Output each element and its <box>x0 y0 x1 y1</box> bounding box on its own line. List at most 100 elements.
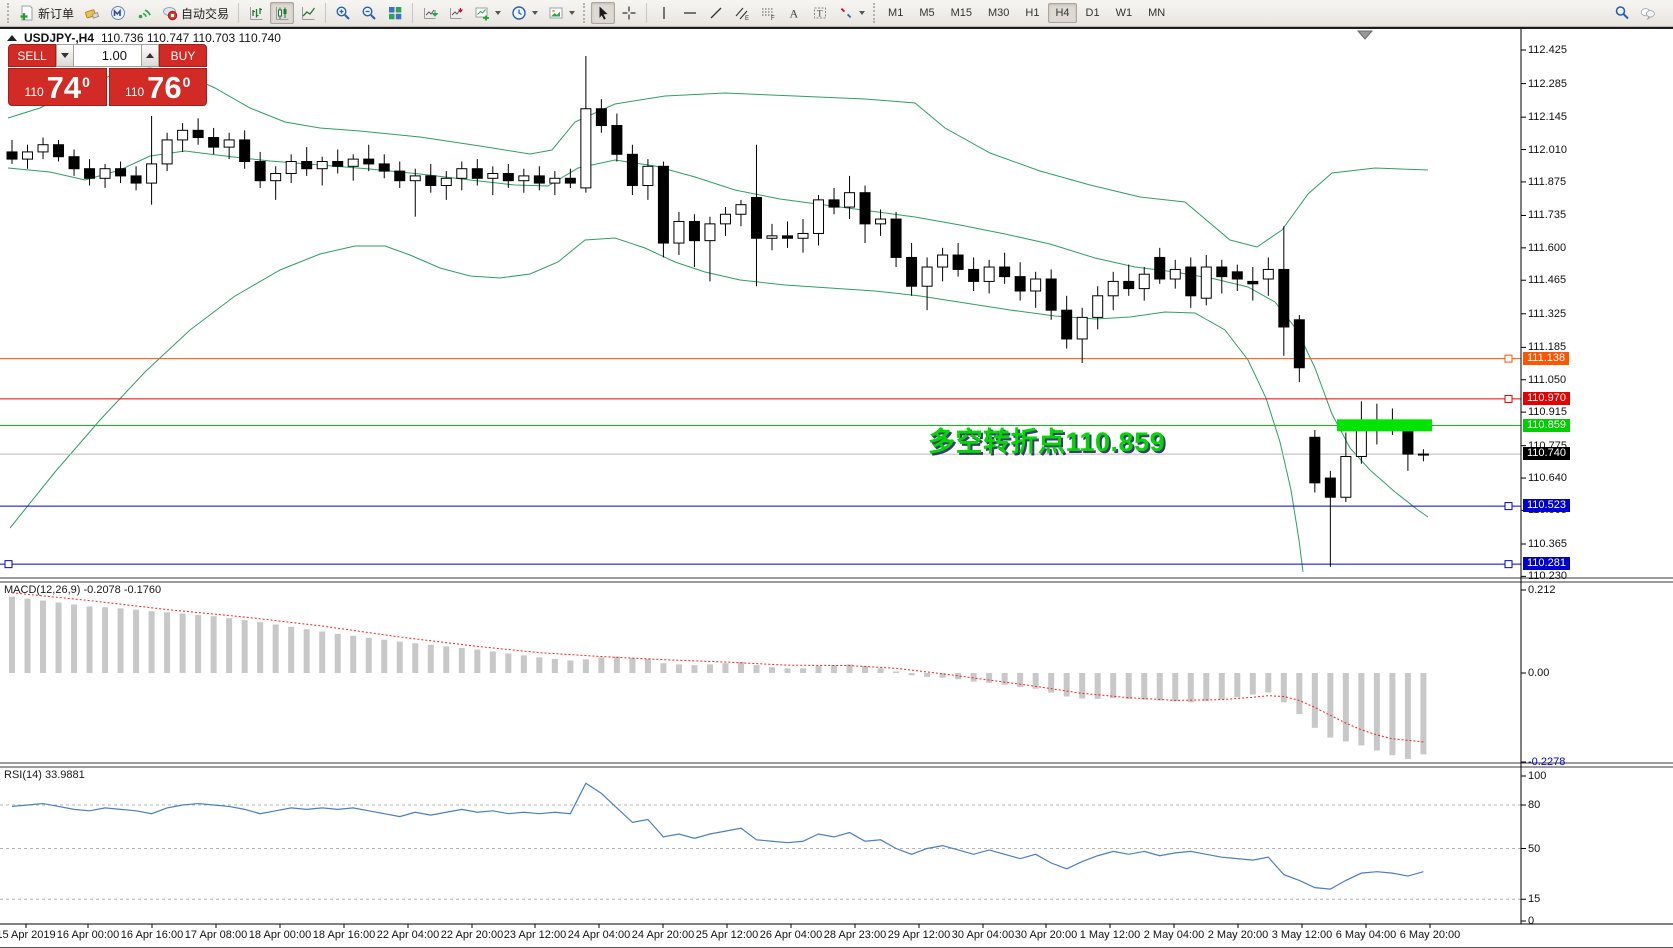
macd-histogram-bar <box>691 665 698 673</box>
price-tick-label: 111.325 <box>1528 307 1567 320</box>
zoom-out-button[interactable] <box>357 2 381 24</box>
sell-price-display[interactable]: 110 74 0 <box>8 68 107 106</box>
buy-price-display[interactable]: 110 76 0 <box>108 68 207 106</box>
crosshair-button[interactable] <box>617 2 641 24</box>
macd-histogram-bar <box>24 598 31 673</box>
candle-bear <box>999 266 1011 278</box>
macd-histogram-bar <box>893 671 900 673</box>
scroll-to-end-marker[interactable] <box>1356 30 1374 40</box>
candle-bull <box>99 168 111 179</box>
time-tick-label: 16 Apr 00:00 <box>56 929 120 941</box>
price-tick-label: 111.875 <box>1528 175 1567 188</box>
sell-button[interactable]: SELL <box>8 44 56 67</box>
timeframe-button-h4[interactable]: H4 <box>1048 3 1077 23</box>
candle-bull <box>1417 453 1429 456</box>
buy-button[interactable]: BUY <box>159 44 207 67</box>
candle-bull <box>347 158 359 167</box>
volume-decrease-button[interactable] <box>56 44 74 67</box>
candle-bear <box>890 218 902 258</box>
fibonacci-button[interactable]: F <box>756 2 780 24</box>
fibonacci-icon: F <box>762 8 775 21</box>
chart-shift-button[interactable] <box>444 2 468 24</box>
line-handle[interactable] <box>4 560 13 569</box>
arrows-button[interactable] <box>834 2 869 24</box>
candle-bear <box>1293 319 1305 369</box>
macd-histogram-bar <box>396 641 403 673</box>
macd-histogram-bar <box>412 643 419 673</box>
candle-bull <box>1076 316 1088 340</box>
candle-bear <box>1154 256 1166 280</box>
zoom-in-button[interactable] <box>331 2 355 24</box>
text-button[interactable]: A <box>782 2 806 24</box>
time-tick-label: 22 Apr 04:00 <box>376 929 440 941</box>
line-handle[interactable] <box>1504 354 1513 363</box>
line-handle[interactable] <box>1504 394 1513 403</box>
candle-bull <box>921 266 933 287</box>
candle-bear <box>130 175 142 184</box>
macd-histogram-bar <box>536 657 543 673</box>
trendline-button[interactable] <box>704 2 728 24</box>
search-button[interactable] <box>1610 2 1634 24</box>
line-handle[interactable] <box>1504 560 1513 569</box>
autotrading-button[interactable]: 自动交易 <box>158 2 233 24</box>
auto-scroll-button[interactable] <box>418 2 442 24</box>
collapse-panel-icon[interactable] <box>7 35 17 41</box>
candle-bear <box>1278 268 1290 328</box>
metaquotes-button[interactable] <box>106 2 130 24</box>
macd-histogram-bar <box>1017 673 1024 688</box>
candle-bear <box>859 192 871 225</box>
toolbar-grip[interactable] <box>873 3 877 23</box>
candle-bull <box>161 139 173 165</box>
svg-text:F: F <box>771 16 775 21</box>
timeframe-button-h1[interactable]: H1 <box>1025 7 1040 19</box>
macd-tick-label: 0.00 <box>1528 667 1550 679</box>
chevron-down-icon <box>495 11 502 15</box>
period-button[interactable] <box>507 2 542 24</box>
highlight-zone-rect[interactable] <box>1337 419 1432 432</box>
macd-histogram-bar <box>40 600 47 673</box>
candlestick-chart-button[interactable] <box>270 2 295 24</box>
vertical-line-button[interactable] <box>652 2 676 24</box>
new-order-button[interactable]: 新订单 <box>15 2 78 24</box>
toolbar-grip[interactable] <box>583 3 587 23</box>
toolbar-grip[interactable] <box>7 3 11 23</box>
line-chart-button[interactable] <box>296 2 320 24</box>
candle-bear <box>192 129 204 139</box>
macd-histogram-bar <box>1234 673 1241 698</box>
timeframe-button-m15[interactable]: M15 <box>950 7 972 19</box>
timeframe-button-m1[interactable]: M1 <box>888 7 904 19</box>
candle-bear <box>502 173 514 182</box>
volume-increase-button[interactable] <box>141 44 159 67</box>
new-chart-button[interactable] <box>470 2 505 24</box>
candle-bear <box>657 165 669 244</box>
macd-histogram-bar <box>1265 673 1272 693</box>
cursor-button[interactable] <box>591 2 616 24</box>
signals-button[interactable] <box>132 2 156 24</box>
macd-histogram-bar <box>986 673 993 683</box>
timeframe-button-m5[interactable]: M5 <box>919 7 935 19</box>
volume-input[interactable]: 1.00 <box>74 44 141 67</box>
timeframe-button-d1[interactable]: D1 <box>1085 7 1100 19</box>
candle-bear <box>68 156 80 170</box>
line-handle[interactable] <box>1504 502 1513 511</box>
text-label-button[interactable]: T <box>808 2 832 24</box>
eraser-button[interactable] <box>80 2 104 24</box>
price-level-label: 110.740 <box>1523 447 1570 461</box>
candle-bear <box>688 220 700 242</box>
chat-button[interactable] <box>1636 2 1660 24</box>
chart-profile-button[interactable] <box>544 2 579 24</box>
timeframe-button-m30[interactable]: M30 <box>988 7 1010 19</box>
candle-bull <box>642 165 654 186</box>
bar-chart-button[interactable] <box>244 2 268 24</box>
horizontal-line-button[interactable] <box>678 2 702 24</box>
macd-name: MACD(12,26,9) <box>4 584 81 596</box>
macd-histogram-bar <box>164 612 171 673</box>
macd-histogram-bar <box>629 658 636 673</box>
candle-bull <box>549 177 561 184</box>
timeframe-button-w1[interactable]: W1 <box>1115 7 1133 19</box>
equidistant-channel-button[interactable]: E <box>730 2 754 24</box>
tile-windows-button[interactable] <box>383 2 407 24</box>
timeframe-button-mn[interactable]: MN <box>1148 7 1166 19</box>
